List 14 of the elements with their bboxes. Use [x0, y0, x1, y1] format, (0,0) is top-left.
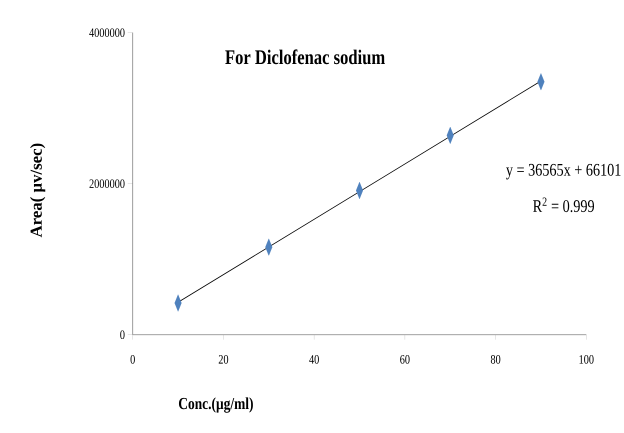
- x-tick-label: 100: [580, 355, 594, 364]
- x-tick-label: 20: [218, 355, 228, 364]
- x-tick-label: 40: [309, 355, 319, 364]
- y-tick-label: 2000000: [90, 179, 125, 188]
- x-axis-title: Conc.(µg/ml): [178, 397, 253, 413]
- x-tick-label: 60: [400, 355, 410, 364]
- x-tick-label: 0: [130, 355, 135, 364]
- y-tick-label: 0: [120, 330, 125, 340]
- annotation: R$^{2}$ = 0.999: [533, 198, 594, 212]
- y-axis-title: Area( µv/sec): [30, 144, 46, 238]
- x-tick-label: 80: [490, 355, 500, 364]
- text: For Diclofenac sodium: [225, 50, 385, 64]
- annotation: y = 36565x + 66101: [506, 164, 621, 180]
- y-tick-label: 4000000: [89, 28, 125, 38]
